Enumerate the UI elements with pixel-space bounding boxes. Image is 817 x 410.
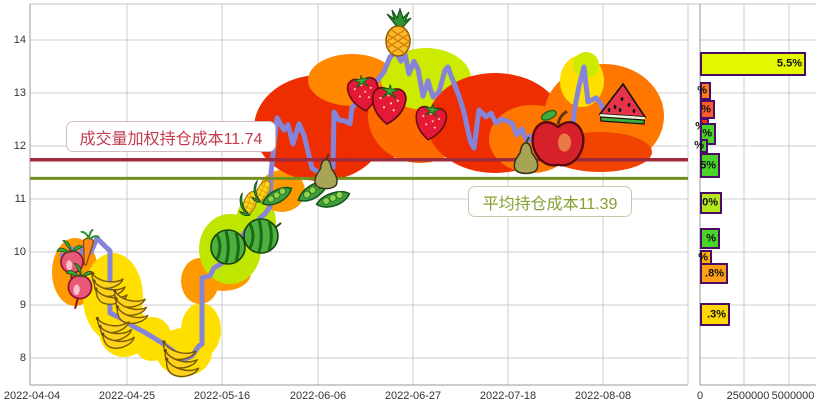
volume-bubble [573, 52, 599, 78]
price-tick-label: 14 [13, 34, 26, 46]
volume-bar-label: % [697, 84, 707, 97]
volume-bar-label: % [706, 232, 716, 244]
volume-bar: 5.5% [700, 52, 806, 76]
volume-bar-label: .3% [707, 308, 726, 320]
date-tick-label: 2022-07-18 [479, 390, 537, 402]
avg-cost-text: 平均持仓成本11.39 [482, 195, 618, 213]
pineapple-icon [385, 8, 412, 57]
price-tick-label: 8 [19, 352, 26, 364]
price-tick-label: 12 [13, 140, 26, 152]
price-tick-label: 9 [19, 299, 26, 311]
volume-bar: .3% [700, 303, 730, 326]
price-tick-label: 13 [13, 87, 26, 99]
volume-bar-label: 0% [702, 196, 718, 209]
date-tick-label: 2022-06-27 [384, 390, 442, 402]
volume-bar: % [697, 82, 711, 100]
price-tick-label: 10 [13, 246, 26, 258]
avg-cost-label: 平均持仓成本11.39 [468, 186, 632, 217]
volume-bar: .8% [700, 263, 728, 284]
volume-bar-label: % [698, 251, 708, 264]
date-tick-label: 2022-04-25 [98, 390, 156, 402]
volume-bar-label: % [701, 103, 711, 115]
volume-bar: % [700, 100, 715, 119]
volume-tick-label: 2500000 [726, 390, 770, 402]
volume-tick-label: 0 [696, 390, 704, 402]
date-tick-label: 2022-08-08 [574, 390, 632, 402]
volume-distribution-panel: 5.5%%%%%%5%0%%%.8%.3% [690, 4, 817, 385]
volume-bar: 0% [700, 192, 722, 214]
date-tick-label: 2022-06-06 [289, 390, 347, 402]
volume-bar-label: 5% [700, 159, 716, 171]
volume-bar: % [700, 228, 720, 249]
vwap-cost-label: 成交量加权持仓成本11.74 [66, 121, 276, 152]
date-tick-label: 2022-05-16 [193, 390, 251, 402]
volume-bar-label: % [702, 127, 712, 140]
volume-bar-label: % [694, 139, 704, 152]
volume-bar-label: 5.5% [776, 57, 802, 70]
volume-bar: % [694, 139, 708, 153]
price-tick-label: 11 [14, 193, 26, 205]
volume-bar-label: .8% [705, 267, 724, 279]
date-tick-label: 2022-04-04 [3, 390, 61, 402]
vwap-cost-text: 成交量加权持仓成本11.74 [79, 130, 263, 148]
volume-tick-label: 5000000 [771, 390, 815, 402]
volume-bar: 5% [700, 153, 720, 178]
